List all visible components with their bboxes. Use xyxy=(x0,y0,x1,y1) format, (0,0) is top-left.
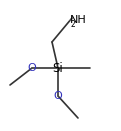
Text: O: O xyxy=(54,91,62,101)
Text: NH: NH xyxy=(70,15,87,25)
Text: 2: 2 xyxy=(70,20,75,29)
Text: Si: Si xyxy=(53,61,63,75)
Text: O: O xyxy=(28,63,36,73)
